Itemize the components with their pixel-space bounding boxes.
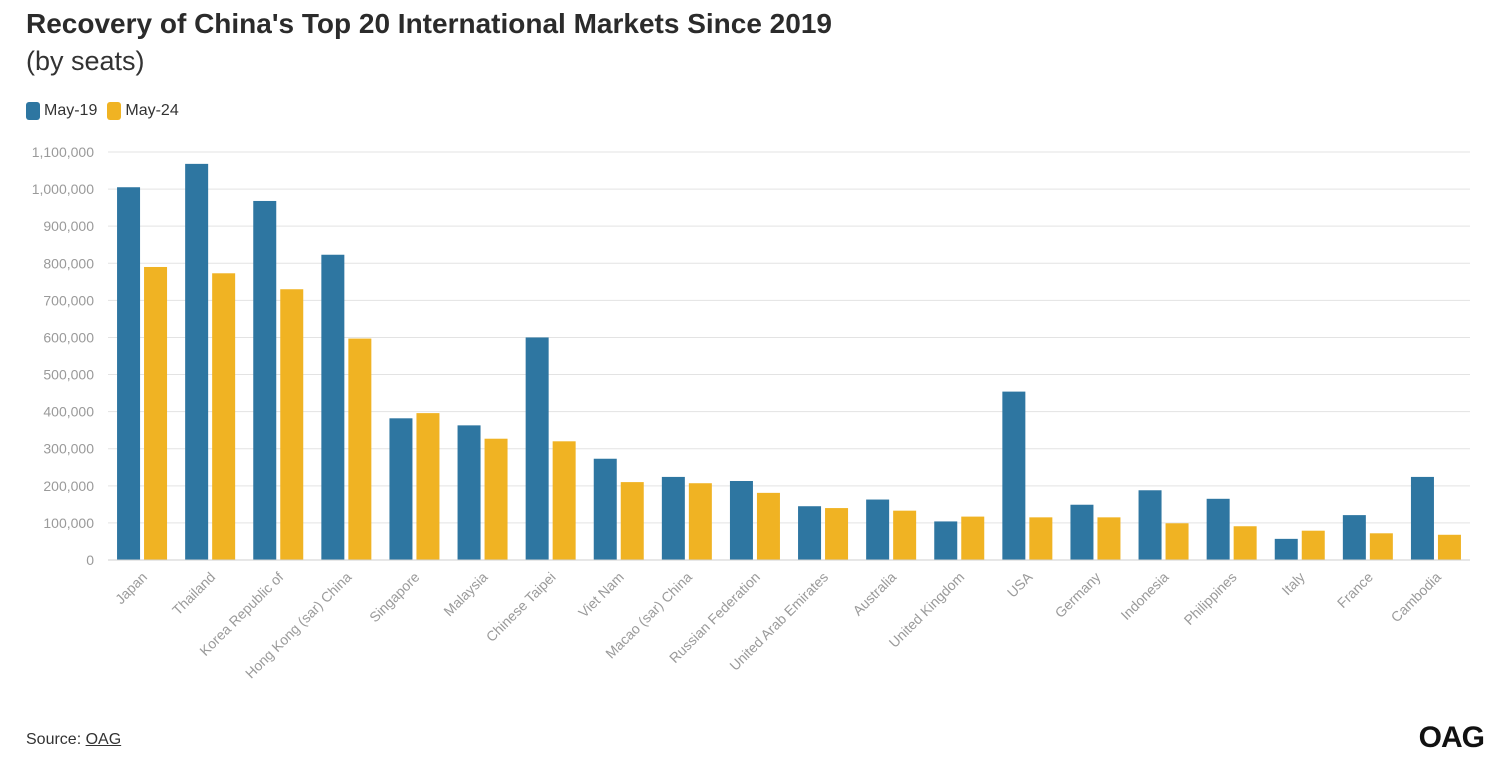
bar-may24 xyxy=(212,273,236,560)
bar-may24 xyxy=(348,338,372,560)
legend-swatch-may19 xyxy=(26,102,40,120)
legend-item-may24: May-24 xyxy=(107,102,179,120)
bar-may19 xyxy=(525,337,549,560)
bar-may24 xyxy=(144,266,168,560)
bar-may19 xyxy=(1002,391,1026,560)
bar-may24 xyxy=(416,413,440,560)
y-tick-label: 1,000,000 xyxy=(32,181,94,197)
x-tick-label: Italy xyxy=(1278,569,1307,598)
legend-item-may19: May-19 xyxy=(26,102,97,120)
bar-may19 xyxy=(1274,538,1298,560)
bar-may24 xyxy=(1437,534,1461,560)
x-tick-label: Chinese Taipei xyxy=(483,569,559,645)
y-tick-label: 0 xyxy=(86,552,94,568)
x-tick-label: France xyxy=(1334,569,1376,611)
y-tick-label: 100,000 xyxy=(43,515,94,531)
bar-may24 xyxy=(893,510,917,560)
bar-may19 xyxy=(389,418,413,560)
bar-may24 xyxy=(552,441,576,560)
x-tick-label: Indonesia xyxy=(1117,569,1171,623)
x-tick-label: Cambodia xyxy=(1388,569,1445,626)
x-tick-label: Australia xyxy=(849,569,899,619)
bar-may24 xyxy=(1369,533,1393,560)
x-tick-label: Thailand xyxy=(169,569,218,618)
legend-swatch-may24 xyxy=(107,102,122,120)
x-tick-label: Philippines xyxy=(1181,569,1240,628)
bar-may24 xyxy=(961,516,985,560)
bar-may24 xyxy=(620,482,644,560)
source-link[interactable]: OAG xyxy=(85,731,122,748)
bar-may19 xyxy=(457,425,481,560)
bar-may19 xyxy=(185,163,209,561)
source-label: Source: xyxy=(26,731,82,748)
bar-may19 xyxy=(117,187,141,560)
bar-may24 xyxy=(1233,526,1257,560)
x-tick-label: Germany xyxy=(1052,569,1104,621)
bar-may19 xyxy=(1070,504,1094,560)
y-tick-label: 900,000 xyxy=(43,218,94,234)
bar-may19 xyxy=(661,476,685,560)
bar-may24 xyxy=(484,438,508,560)
bar-may24 xyxy=(688,483,712,560)
legend: May-19 May-24 xyxy=(26,102,189,120)
source-note: Source: OAG xyxy=(26,731,121,749)
y-tick-label: 1,100,000 xyxy=(32,144,94,160)
bar-may24 xyxy=(756,492,780,560)
bar-may24 xyxy=(1301,530,1325,560)
bar-may19 xyxy=(1410,476,1434,560)
bar-may24 xyxy=(280,289,304,560)
x-tick-label: Japan xyxy=(112,569,150,607)
bar-may24 xyxy=(1165,523,1189,560)
y-tick-label: 700,000 xyxy=(43,292,94,308)
chart-subtitle: (by seats) xyxy=(26,46,145,76)
bar-may24 xyxy=(1097,517,1121,560)
bar-may19 xyxy=(798,506,822,560)
x-tick-label: USA xyxy=(1004,568,1036,600)
bar-may19 xyxy=(1206,498,1230,560)
bar-may19 xyxy=(1342,515,1366,560)
bar-may19 xyxy=(321,254,345,560)
y-tick-label: 300,000 xyxy=(43,441,94,457)
y-tick-label: 400,000 xyxy=(43,404,94,420)
x-tick-label: Malaysia xyxy=(440,569,491,620)
bar-may19 xyxy=(253,200,277,560)
y-tick-label: 500,000 xyxy=(43,367,94,383)
bar-may19 xyxy=(593,458,617,560)
bar-may24 xyxy=(1029,517,1053,560)
x-tick-label: Viet Nam xyxy=(575,569,627,621)
bar-chart: 0 100,000 200,000 300,000 400,000 500,000 600,… xyxy=(32,144,1470,681)
legend-label-may24: May-24 xyxy=(125,102,179,119)
y-tick-label: 600,000 xyxy=(43,329,94,345)
bar-may19 xyxy=(1138,490,1162,560)
legend-label-may19: May-19 xyxy=(44,102,98,119)
oag-logo: OAG xyxy=(1418,721,1485,754)
y-tick-label: 200,000 xyxy=(43,478,94,494)
bar-may19 xyxy=(729,480,753,560)
bar-may19 xyxy=(934,521,958,560)
bar-may19 xyxy=(866,499,890,560)
chart-title: Recovery of China's Top 20 International… xyxy=(26,8,832,39)
bar-may24 xyxy=(825,508,849,560)
x-tick-label: Singapore xyxy=(366,569,423,626)
y-tick-label: 800,000 xyxy=(43,255,94,271)
